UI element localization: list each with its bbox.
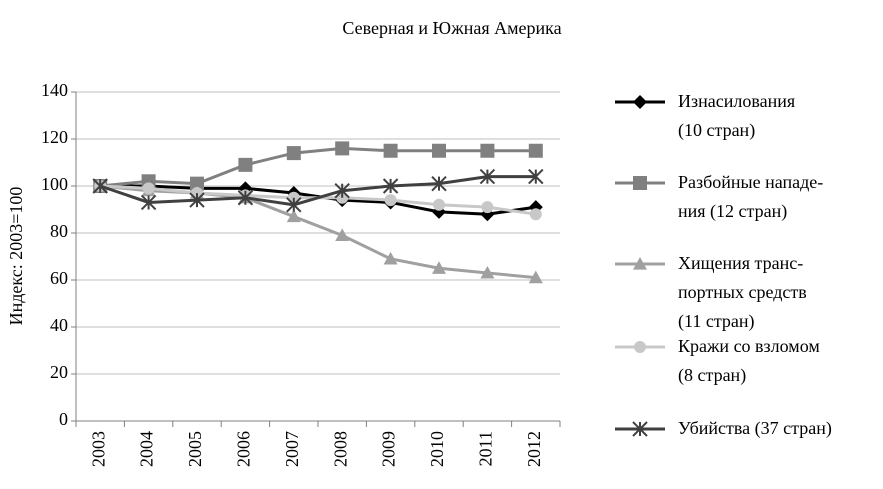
y-tick-label: 120 <box>41 127 68 147</box>
series-line <box>100 184 536 280</box>
marker <box>433 198 445 211</box>
marker <box>142 182 155 195</box>
legend-label: Кражи со взломом (8 стран) <box>678 336 820 385</box>
marker <box>431 175 447 192</box>
x-tick-label: 2004 <box>137 431 157 467</box>
x-tick-label: 2010 <box>427 431 447 467</box>
series-line <box>100 184 537 216</box>
marker <box>140 194 157 211</box>
legend-label: Изнасилования (10 стран) <box>678 91 796 140</box>
marker <box>286 209 301 223</box>
x-tick-label: 2012 <box>524 431 544 467</box>
marker <box>92 178 108 194</box>
y-tick-label: 140 <box>41 80 68 100</box>
series-line <box>100 146 536 188</box>
marker <box>237 190 254 206</box>
marker <box>384 194 397 207</box>
marker <box>479 168 496 185</box>
marker <box>382 178 399 194</box>
marker <box>334 182 350 199</box>
marker <box>528 270 543 284</box>
y-tick-label: 60 <box>50 268 68 288</box>
y-axis-label: Индекс: 2003=100 <box>6 187 26 326</box>
marker <box>528 168 544 185</box>
marker <box>286 146 301 161</box>
marker <box>633 176 647 190</box>
marker <box>383 251 398 265</box>
marker <box>190 176 204 191</box>
marker <box>432 143 446 158</box>
marker <box>432 261 446 274</box>
marker <box>480 265 495 279</box>
marker <box>481 201 494 214</box>
y-tick-label: 20 <box>50 362 68 382</box>
x-tick-label: 2011 <box>476 431 496 466</box>
marker <box>480 143 495 158</box>
marker <box>528 143 543 158</box>
marker <box>632 421 648 437</box>
series-line <box>99 175 536 207</box>
marker <box>238 157 253 172</box>
legend-label: Убийства (37 стран) <box>678 418 832 438</box>
y-tick-label: 80 <box>50 221 68 241</box>
x-tick-label: 2005 <box>185 431 205 467</box>
marker <box>633 257 647 270</box>
marker <box>634 341 646 353</box>
chart-title: Северная и Южная Америка <box>342 18 561 38</box>
marker <box>335 141 350 156</box>
marker <box>383 143 398 158</box>
x-tick-label: 2003 <box>88 431 108 467</box>
legend-label: Разбойные нападе- ния (12 стран) <box>678 172 824 221</box>
y-tick-label: 0 <box>59 409 68 429</box>
x-tick-label: 2006 <box>234 431 254 467</box>
x-tick-label: 2008 <box>330 431 350 467</box>
marker <box>335 228 350 241</box>
y-tick-label: 100 <box>41 174 68 194</box>
x-tick-label: 2007 <box>282 431 302 467</box>
legend-label: Хищения транс- портных средств (11 стран… <box>678 253 807 331</box>
marker <box>189 192 205 208</box>
marker <box>286 197 302 213</box>
x-tick-label: 2009 <box>379 431 399 467</box>
y-tick-label: 40 <box>50 315 68 335</box>
marker <box>529 208 542 221</box>
marker <box>633 95 647 109</box>
